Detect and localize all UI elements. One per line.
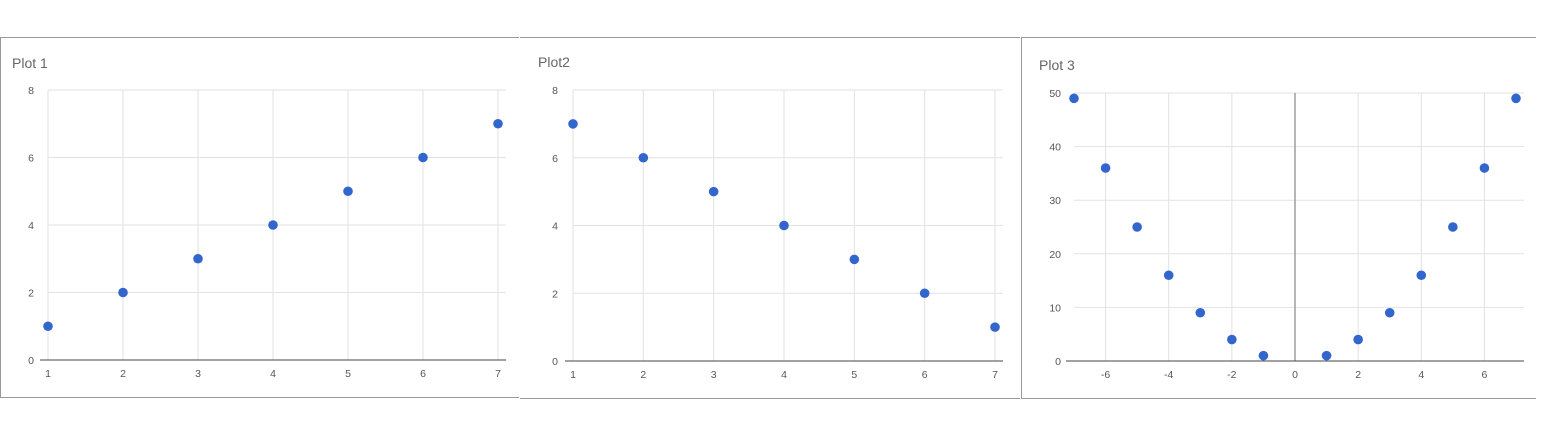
x-tick-label: 5 xyxy=(345,368,351,380)
x-tick-label: 5 xyxy=(851,369,857,381)
y-tick-label: 8 xyxy=(552,85,558,97)
data-point xyxy=(568,119,578,129)
x-tick-label: 2 xyxy=(1355,369,1361,381)
data-point xyxy=(849,254,860,265)
y-tick-label: 0 xyxy=(1055,356,1061,368)
x-tick-label: -6 xyxy=(1101,369,1110,381)
y-tick-label: 2 xyxy=(28,288,34,300)
chart-title: Plot 1 xyxy=(12,55,48,71)
data-point xyxy=(418,152,428,163)
data-point xyxy=(919,288,930,299)
data-point xyxy=(193,253,203,264)
x-tick-label: 4 xyxy=(1418,369,1424,381)
x-tick-label: 1 xyxy=(570,369,576,381)
x-tick-label: 3 xyxy=(711,369,717,381)
data-point xyxy=(1069,93,1079,104)
data-point xyxy=(1195,307,1206,318)
x-tick-label: 3 xyxy=(195,368,201,380)
x-tick-label: 7 xyxy=(992,369,998,381)
chart-panel-plot-1: Plot 1 0 2 4 6 8 1 2 3 4 5 6 7 xyxy=(0,37,519,398)
data-point xyxy=(1258,350,1269,361)
chart-panel-plot-3: Plot 3 0 10 20 30 40 50 -6 -4 -2 0 2 4 6 xyxy=(1021,37,1536,399)
data-point xyxy=(1132,222,1142,232)
data-point xyxy=(1448,222,1458,232)
data-point xyxy=(43,321,53,332)
x-tick-label: 4 xyxy=(270,368,276,380)
y-tick-label: 2 xyxy=(552,288,558,300)
data-point xyxy=(779,220,789,231)
chart-title: Plot 3 xyxy=(1039,57,1075,73)
scatter-chart-plot-2: Plot2 0 2 4 6 8 1 2 3 4 5 6 7 xyxy=(520,37,1020,399)
y-tick-label: 0 xyxy=(28,355,34,367)
data-point xyxy=(708,186,719,197)
data-point xyxy=(1100,163,1111,173)
x-tick-label: 6 xyxy=(922,369,928,381)
data-point xyxy=(1479,163,1490,173)
data-point xyxy=(118,287,128,298)
x-tick-label: 0 xyxy=(1292,369,1298,381)
data-point xyxy=(1163,270,1174,281)
y-tick-label: 8 xyxy=(28,85,34,97)
data-point xyxy=(1321,350,1332,361)
y-tick-label: 6 xyxy=(28,153,34,165)
x-tick-label: 2 xyxy=(120,368,126,380)
data-point xyxy=(268,220,278,230)
y-tick-label: 30 xyxy=(1049,195,1061,207)
y-tick-label: 40 xyxy=(1049,142,1061,154)
scatter-chart-plot-1: Plot 1 0 2 4 6 8 1 2 3 4 5 6 7 xyxy=(0,37,519,398)
data-point xyxy=(1384,307,1395,318)
data-point xyxy=(1511,93,1521,104)
data-point xyxy=(1227,334,1237,345)
x-tick-label: 6 xyxy=(1482,369,1488,381)
y-tick-label: 50 xyxy=(1049,88,1061,100)
scatter-chart-plot-3: Plot 3 0 10 20 30 40 50 -6 -4 -2 0 2 4 6 xyxy=(1021,37,1536,399)
y-tick-label: 0 xyxy=(552,356,558,368)
x-tick-label: 2 xyxy=(640,369,646,381)
y-tick-label: 6 xyxy=(552,153,558,165)
chart-panel-plot-2: Plot2 0 2 4 6 8 1 2 3 4 5 6 7 xyxy=(520,37,1020,399)
x-tick-label: -2 xyxy=(1227,369,1236,381)
x-tick-label: 7 xyxy=(495,368,501,380)
data-point xyxy=(343,186,353,197)
data-point xyxy=(638,152,649,163)
data-point xyxy=(493,118,503,129)
data-point xyxy=(1353,334,1363,345)
x-tick-label: 4 xyxy=(781,369,787,381)
y-tick-label: 20 xyxy=(1049,249,1061,261)
x-tick-label: 1 xyxy=(45,368,51,380)
y-tick-label: 4 xyxy=(28,220,34,232)
data-point xyxy=(990,322,1000,332)
x-tick-label: -4 xyxy=(1164,369,1173,381)
x-tick-label: 6 xyxy=(420,368,426,380)
chart-title: Plot2 xyxy=(538,54,570,70)
data-point xyxy=(1416,270,1427,281)
y-tick-label: 10 xyxy=(1049,302,1061,314)
y-tick-label: 4 xyxy=(552,221,558,233)
